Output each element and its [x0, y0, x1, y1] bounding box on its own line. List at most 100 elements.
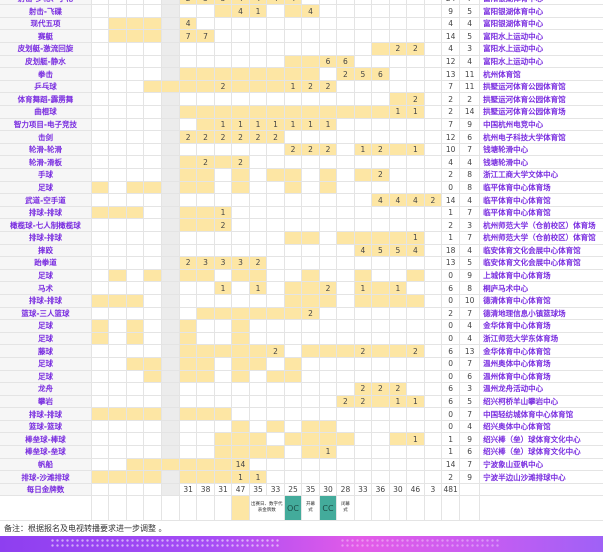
gold-total: 14 — [442, 30, 461, 43]
day-cell — [285, 345, 303, 357]
day-cell — [250, 206, 268, 219]
daily-total: 46 — [407, 483, 425, 496]
table-row: 皮划艇-静水 6 6 12 4 富阳水上运动中心 — [0, 55, 603, 69]
day-cell: 2 — [232, 156, 250, 169]
pre-day-cell — [109, 332, 127, 345]
table-row: 足球 0 4 金华体育中心体育场 — [0, 320, 603, 333]
gold-total: 24 — [442, 0, 461, 5]
day-cell: 2 — [407, 93, 425, 106]
day-cell — [407, 420, 425, 433]
day-cell — [250, 181, 268, 194]
day-cell — [180, 433, 198, 446]
gap-cell — [161, 5, 180, 17]
day-cell — [302, 282, 320, 294]
pre-day-cell — [127, 433, 145, 446]
day-cell — [302, 395, 320, 408]
competition-days-count: 8 — [460, 181, 481, 194]
day-cell — [390, 169, 408, 181]
day-cell — [407, 80, 425, 93]
day-cell — [372, 30, 390, 43]
empty-cell — [460, 496, 481, 521]
day-cell — [425, 231, 443, 244]
day-cell — [355, 433, 373, 446]
day-cell: 1 — [389, 282, 408, 294]
venue-name: 绍兴棒（垒）球体育文化中心 — [483, 434, 581, 444]
sport-name: 篮球-三人篮球 — [0, 307, 92, 320]
pre-day-cell — [127, 131, 145, 143]
table-row: 拳击 2 5 6 13 11 杭州体育馆 — [0, 68, 603, 81]
pre-day-cell — [127, 5, 145, 17]
day-cell — [302, 433, 320, 446]
day-cell: 1 — [389, 106, 408, 118]
sport-name: 跆拳道 — [0, 257, 92, 269]
gap-cell — [161, 282, 180, 294]
day-cell — [214, 5, 233, 17]
day-cell — [320, 0, 338, 5]
competition-days-count: 8 — [460, 282, 481, 294]
day-cell — [284, 370, 303, 383]
pre-day-cell — [127, 257, 145, 269]
competition-days-count: 7 — [460, 206, 481, 219]
table-row: 赛艇 7 7 14 5 富阳水上运动中心 — [0, 30, 603, 44]
day-cell — [425, 206, 443, 219]
day-cell — [302, 446, 320, 458]
pre-day-cell — [127, 118, 145, 131]
day-cell — [179, 156, 198, 169]
day-cell — [179, 320, 198, 332]
table-row: 橄榄球-七人制橄榄球 2 2 3 杭州师范大学（仓前校区）体育场 — [0, 219, 603, 232]
day-cell: 2 — [372, 143, 390, 156]
day-cell — [337, 320, 355, 332]
day-cell — [425, 408, 443, 420]
day-cell — [197, 93, 215, 106]
day-cell — [320, 408, 338, 420]
day-cell — [250, 143, 268, 156]
table-row: 足球 0 7 温州奥体中心体育场 — [0, 357, 603, 371]
day-cell — [267, 408, 285, 420]
day-cell — [320, 357, 338, 370]
day-cell — [215, 231, 233, 244]
day-cell — [425, 68, 443, 80]
competition-days-count: 4 — [460, 194, 481, 206]
pre-day-cell — [109, 408, 127, 420]
day-cell — [215, 370, 233, 383]
day-cell — [197, 383, 215, 395]
day-cell — [425, 219, 443, 231]
venue-name: 临平体育中心体育场 — [483, 182, 551, 192]
table-row: 排球-沙滩排球 1 1 2 9 宁波半边山沙滩排球中心 — [0, 471, 603, 484]
day-cell — [390, 357, 408, 370]
pre-day-cell — [144, 30, 162, 43]
day-cell: 4 — [407, 194, 425, 206]
table-row: 足球 0 9 上城体育中心体育场 — [0, 269, 603, 283]
day-cell — [390, 257, 408, 269]
day-cell — [197, 206, 215, 219]
day-cell — [355, 181, 373, 194]
venue-name: 宁波象山亚帆中心 — [483, 459, 544, 469]
pre-day-cell — [92, 458, 110, 471]
empty-cell — [480, 496, 603, 520]
day-cell — [337, 5, 355, 17]
day-cell: 2 — [214, 80, 233, 93]
day-cell — [197, 143, 215, 156]
pre-day-cell — [109, 93, 127, 106]
day-cell — [355, 55, 373, 68]
gap-cell — [161, 345, 180, 357]
day-cell — [372, 446, 390, 458]
table-row: 智力项目-电子竞技 1 1 1 1 1 1 1 7 9 中国杭州电竞中心 — [0, 118, 603, 132]
venue-name: 绍兴奥体中心体育馆 — [483, 422, 551, 432]
day-cell: 1 — [232, 118, 250, 131]
day-cell — [407, 181, 425, 194]
day-cell — [302, 332, 320, 345]
day-cell — [285, 156, 303, 169]
day-cell: 2 — [407, 43, 425, 55]
day-cell — [390, 68, 408, 80]
venue-name: 德清地理信息小镇篮球场 — [483, 308, 566, 318]
sport-name: 体育舞蹈-霹雳舞 — [0, 93, 92, 106]
daily-total: 35 — [302, 483, 320, 496]
day-cell — [197, 55, 215, 68]
day-cell: 1 — [232, 471, 250, 483]
competition-days-count: 4 — [460, 420, 481, 433]
gap-cell — [161, 68, 180, 80]
day-cell — [267, 17, 285, 30]
pre-day-cell — [144, 106, 162, 118]
competition-days-count: 4 — [460, 55, 481, 68]
